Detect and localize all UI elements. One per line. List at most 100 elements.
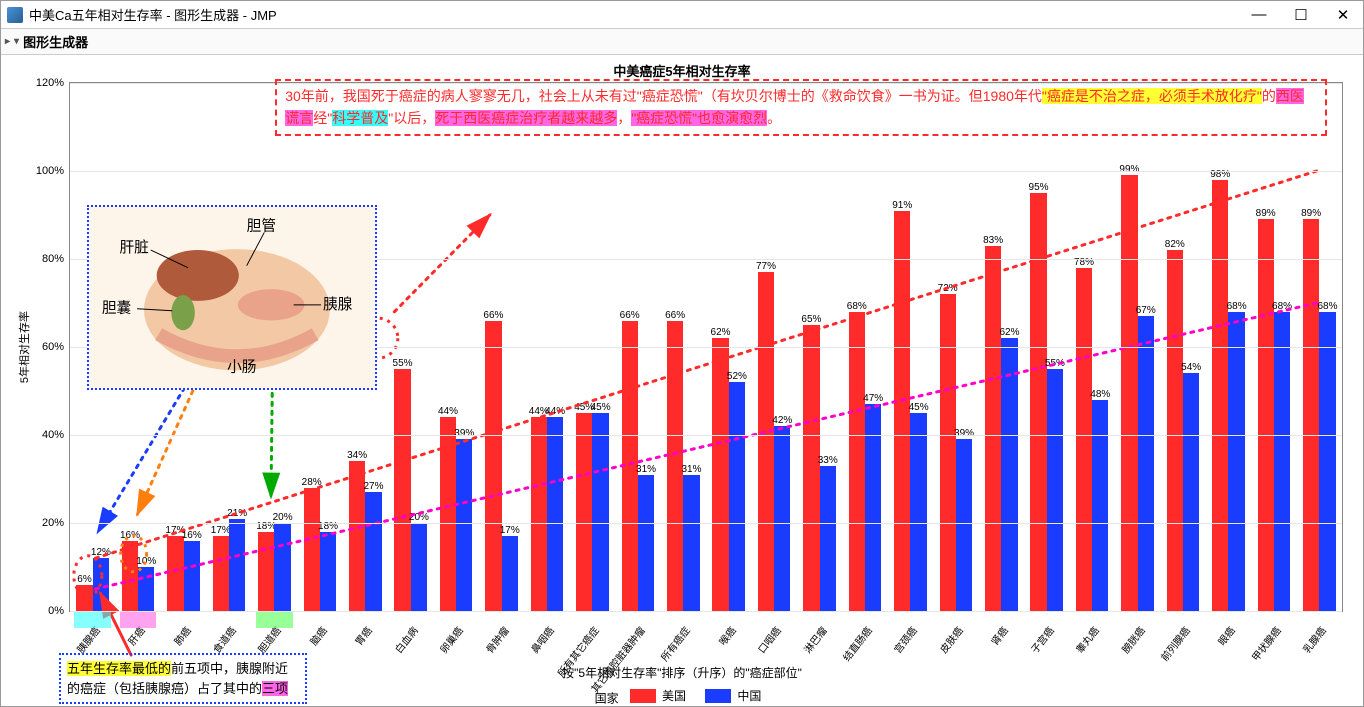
bar-value-label: 67% bbox=[1136, 305, 1156, 316]
category-label: 膀胱癌 bbox=[1117, 623, 1147, 656]
legend-swatch-china bbox=[705, 689, 731, 703]
bar-value-label: 82% bbox=[1165, 239, 1185, 250]
minimize-button[interactable]: — bbox=[1245, 6, 1273, 24]
bar bbox=[1047, 369, 1063, 611]
bar bbox=[1258, 219, 1274, 611]
category-label: 子宫癌 bbox=[1026, 623, 1056, 656]
y-axis-label: 5年相对生存率 bbox=[16, 311, 32, 383]
category-label: 卵巢癌 bbox=[436, 623, 466, 656]
svg-text:胆管: 胆管 bbox=[247, 217, 276, 234]
bar-value-label: 54% bbox=[1181, 362, 1201, 373]
bar bbox=[774, 426, 790, 611]
bar bbox=[411, 523, 427, 611]
bar-value-label: 12% bbox=[91, 547, 111, 558]
bar-value-label: 68% bbox=[1272, 301, 1292, 312]
app-icon bbox=[7, 7, 23, 23]
annotation-text-run: 30年前，我国死于癌症的病人寥寥无几，社会上从未有过"癌症恐慌"（有坎贝尔博士的… bbox=[285, 88, 1042, 104]
bar-value-label: 99% bbox=[1119, 164, 1139, 175]
bar-value-label: 48% bbox=[1090, 389, 1110, 400]
bar-value-label: 65% bbox=[801, 314, 821, 325]
y-tick-label: 100% bbox=[36, 165, 70, 177]
gridline bbox=[70, 171, 1342, 172]
bar bbox=[440, 417, 456, 611]
bar bbox=[758, 272, 774, 611]
window-title: 中美Ca五年相对生存率 - 图形生成器 - JMP bbox=[29, 5, 277, 24]
gridline bbox=[70, 523, 1342, 524]
legend-swatch-usa bbox=[630, 689, 656, 703]
bar-value-label: 91% bbox=[892, 200, 912, 211]
bar bbox=[122, 541, 138, 611]
legend-label-china: 中国 bbox=[737, 687, 761, 704]
bar-value-label: 33% bbox=[818, 455, 838, 466]
bar bbox=[803, 325, 819, 611]
category-highlight bbox=[256, 612, 293, 628]
panel-header[interactable]: ▸ ▾ 图形生成器 bbox=[1, 29, 1363, 55]
bar bbox=[1228, 312, 1244, 611]
bar bbox=[547, 417, 563, 611]
annotation-text-run: 前五项中， bbox=[171, 661, 236, 676]
bar-value-label: 34% bbox=[347, 450, 367, 461]
bar bbox=[1001, 338, 1017, 611]
bar-value-label: 17% bbox=[211, 525, 231, 536]
bar bbox=[502, 536, 518, 611]
annotation-text-run: 。 bbox=[767, 110, 781, 126]
window-controls: — ☐ ✕ bbox=[1245, 6, 1357, 24]
bar bbox=[940, 294, 956, 611]
category-label: 皮肤癌 bbox=[935, 623, 965, 656]
bar bbox=[1121, 175, 1137, 611]
bar bbox=[1030, 193, 1046, 611]
bar-value-label: 20% bbox=[409, 512, 429, 523]
bar bbox=[229, 519, 245, 611]
bar bbox=[1183, 373, 1199, 611]
bar bbox=[184, 541, 200, 611]
chart-area: 中美癌症5年相对生存率 5年相对生存率 6%12%16%10%17%16%17%… bbox=[1, 55, 1363, 706]
category-label: 胃癌 bbox=[351, 623, 375, 648]
category-label: 肾癌 bbox=[987, 623, 1011, 648]
bar-value-label: 17% bbox=[500, 525, 520, 536]
category-label: 喉癌 bbox=[714, 623, 738, 648]
bar bbox=[1076, 268, 1092, 611]
bar bbox=[485, 321, 501, 611]
bar-value-label: 66% bbox=[665, 310, 685, 321]
annotation-text-run: "癌症恐慌"也愈演愈烈 bbox=[631, 110, 767, 126]
category-label: 宫颈癌 bbox=[890, 623, 920, 656]
bar bbox=[258, 532, 274, 611]
category-highlight bbox=[74, 612, 111, 628]
annotation-top-box: 30年前，我国死于癌症的病人寥寥无几，社会上从未有过"癌症恐慌"（有坎贝尔博士的… bbox=[275, 79, 1327, 136]
bar bbox=[365, 492, 381, 611]
bar-value-label: 45% bbox=[909, 402, 929, 413]
bar bbox=[592, 413, 608, 611]
bar-value-label: 6% bbox=[77, 574, 91, 585]
bar bbox=[1319, 312, 1335, 611]
bar-value-label: 16% bbox=[182, 530, 202, 541]
bar-value-label: 66% bbox=[483, 310, 503, 321]
bar bbox=[456, 439, 472, 611]
bar-value-label: 68% bbox=[1227, 301, 1247, 312]
bar bbox=[1274, 312, 1290, 611]
bar-value-label: 16% bbox=[120, 530, 140, 541]
disclosure-icon[interactable]: ▸ bbox=[5, 36, 10, 47]
bar-value-label: 52% bbox=[727, 371, 747, 382]
category-label: 骨肿瘤 bbox=[481, 623, 511, 656]
annotation-text-run: 的 bbox=[1262, 88, 1276, 104]
bar-value-label: 66% bbox=[620, 310, 640, 321]
bar-value-label: 89% bbox=[1256, 208, 1276, 219]
bar bbox=[274, 523, 290, 611]
close-button[interactable]: ✕ bbox=[1329, 6, 1357, 24]
bar bbox=[531, 417, 547, 611]
bar bbox=[1167, 250, 1183, 611]
bar bbox=[849, 312, 865, 611]
y-tick-label: 0% bbox=[48, 605, 70, 617]
bar bbox=[167, 536, 183, 611]
dropdown-icon[interactable]: ▾ bbox=[14, 36, 19, 47]
bar bbox=[304, 488, 320, 611]
bar bbox=[1092, 400, 1108, 611]
category-label: 甲状腺癌 bbox=[1247, 623, 1283, 664]
bar-value-label: 89% bbox=[1301, 208, 1321, 219]
anatomy-inset: 肝脏胆管胆囊胰腺小肠 bbox=[87, 205, 377, 390]
maximize-button[interactable]: ☐ bbox=[1287, 6, 1315, 24]
category-label: 眼癌 bbox=[1214, 623, 1238, 648]
y-tick-label: 60% bbox=[42, 341, 70, 353]
bar bbox=[638, 475, 654, 611]
bar-value-label: 62% bbox=[711, 327, 731, 338]
